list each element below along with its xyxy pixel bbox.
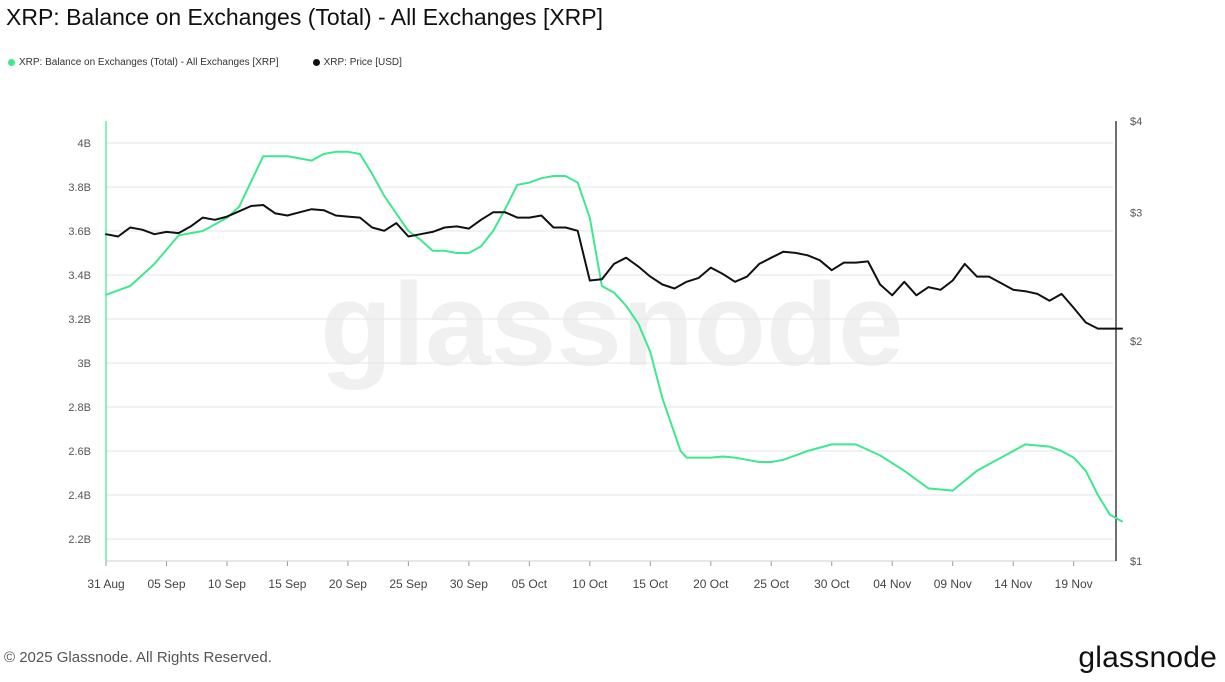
x-tick-label: 25 Sep (389, 577, 427, 591)
y-left-tick-label: 3.2B (68, 314, 91, 326)
y-left-tick-label: 3B (78, 358, 91, 370)
x-tick-label: 30 Oct (814, 577, 850, 591)
y-right-tick-label: $2 (1130, 336, 1142, 348)
x-tick-label: 05 Sep (147, 577, 185, 591)
glassnode-logo[interactable]: glassnode (1078, 641, 1217, 674)
x-tick-label: 09 Nov (934, 577, 972, 591)
x-tick-label: 14 Nov (994, 577, 1032, 591)
x-tick-label: 31 Aug (87, 577, 124, 591)
y-right-tick-label: $4 (1130, 116, 1142, 128)
legend-swatch-price (312, 59, 320, 66)
x-tick-label: 20 Sep (329, 577, 367, 591)
legend-label-balance: XRP: Balance on Exchanges (Total) - All … (19, 57, 279, 68)
copyright-text: © 2025 Glassnode. All Rights Reserved. (4, 649, 272, 666)
tick-labels: 2.2B 2.4B 2.6B 2.8B 3B 3.2B 3.4B 3.6B 3.8B 4B $1 $2… (68, 116, 1142, 591)
x-tick-label: 05 Oct (512, 577, 548, 591)
x-tick-label: 15 Sep (268, 577, 306, 591)
chart-plot: glassnode 2.2B 2.4B 2.6B 2.8B 3B 3.2B 3.4B 3.6B… (68, 116, 1142, 591)
chart-legend: XRP: Balance on Exchanges (Total) - All … (8, 57, 402, 68)
x-tick-label: 25 Oct (754, 577, 790, 591)
axes (105, 121, 1117, 566)
x-tick-label: 10 Oct (572, 577, 608, 591)
x-tick-label: 20 Oct (693, 577, 729, 591)
series-line-balance (105, 150, 1123, 523)
watermark: glassnode (320, 259, 904, 391)
legend-swatch-balance (8, 59, 15, 66)
y-left-tick-label: 3.4B (68, 270, 91, 282)
series-line-price (105, 204, 1123, 330)
legend-entry-balance[interactable]: XRP: Balance on Exchanges (Total) - All … (8, 57, 279, 68)
y-left-tick-label: 3.6B (68, 226, 91, 238)
y-left-tick-label: 2.6B (68, 446, 91, 458)
x-tick-label: 15 Oct (633, 577, 669, 591)
x-tick-label: 19 Nov (1055, 577, 1093, 591)
y-right-tick-label: $3 (1130, 207, 1142, 219)
legend-entry-price[interactable]: XRP: Price [USD] (312, 57, 402, 68)
y-left-tick-label: 4B (78, 138, 91, 150)
x-tick-label: 04 Nov (873, 577, 911, 591)
y-left-tick-label: 2.8B (68, 402, 91, 414)
y-left-tick-label: 2.2B (68, 534, 91, 546)
y-left-tick-label: 3.8B (68, 182, 91, 194)
x-tick-label: 30 Sep (450, 577, 488, 591)
chart-title: XRP: Balance on Exchanges (Total) - All … (6, 4, 604, 30)
y-right-tick-label: $1 (1130, 556, 1142, 568)
series-lines (105, 150, 1123, 523)
legend-label-price: XRP: Price [USD] (323, 57, 402, 68)
grid-lines (106, 142, 1113, 540)
x-tick-label: 10 Sep (208, 577, 246, 591)
y-left-tick-label: 2.4B (68, 490, 91, 502)
